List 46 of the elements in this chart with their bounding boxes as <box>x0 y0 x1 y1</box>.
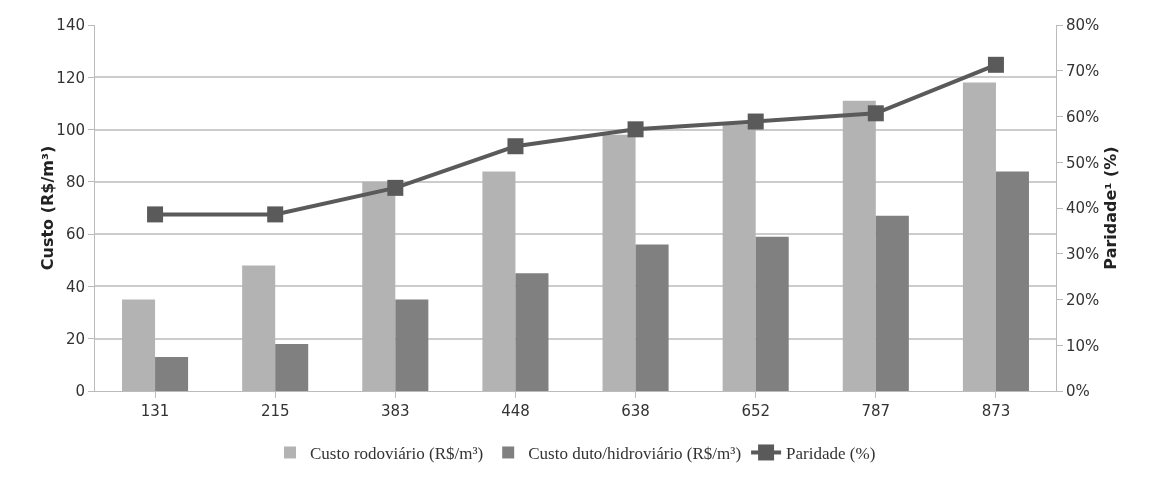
y-tick-label: 0 <box>75 382 85 401</box>
y2-tick-label: 80% <box>1066 16 1100 35</box>
point <box>987 56 1004 73</box>
legend-label: Paridade (%) <box>786 444 876 464</box>
bar <box>875 215 909 391</box>
point <box>267 206 284 223</box>
x-tick-label: 448 <box>501 402 530 420</box>
y-axis-title: Custo (R$/m³) <box>38 145 57 271</box>
x-tick-label: 873 <box>981 402 1011 420</box>
y2-tick-label: 50% <box>1066 153 1100 172</box>
x-tick-label: 787 <box>861 402 891 420</box>
y2-tick-label: 10% <box>1066 336 1100 355</box>
bar <box>155 357 189 391</box>
bar <box>755 236 789 391</box>
y-tick-label: 100 <box>56 120 85 139</box>
y-tick-label: 20 <box>65 329 85 348</box>
y-tick-label: 120 <box>56 68 85 87</box>
point <box>147 206 164 223</box>
y2-tick-label: 70% <box>1066 62 1100 80</box>
x-tick-label: 215 <box>260 402 290 420</box>
legend-label: Custo duto/hidroviário (R$/m³) <box>528 444 742 464</box>
bar <box>515 273 549 391</box>
bar <box>395 299 429 391</box>
point <box>867 105 884 122</box>
x-tick-label: 383 <box>380 402 410 420</box>
y2-tick-label: 20% <box>1066 290 1100 309</box>
x-tick-label: 652 <box>741 402 771 420</box>
y-tick-label: 140 <box>56 16 85 35</box>
y2-tick-label: 0% <box>1066 382 1090 401</box>
point <box>507 138 524 155</box>
y-tick-label: 60 <box>65 225 85 244</box>
y2-axis-title: Paridade¹ (%) <box>1101 146 1121 270</box>
bar <box>635 244 669 391</box>
bar <box>995 171 1029 391</box>
x-tick-label: 638 <box>621 402 650 420</box>
point <box>747 113 764 130</box>
x-tick-label: 131 <box>140 402 170 420</box>
legend-label: Custo rodoviário (R$/m³) <box>310 444 484 464</box>
y2-tick-label: 60% <box>1066 107 1100 126</box>
point <box>627 121 644 138</box>
y-tick-label: 80 <box>65 173 85 192</box>
point <box>387 179 404 196</box>
y-tick-label: 40 <box>65 277 85 296</box>
y2-tick-label: 40% <box>1066 199 1100 218</box>
bar <box>275 343 309 391</box>
y2-tick-label: 30% <box>1066 245 1100 263</box>
